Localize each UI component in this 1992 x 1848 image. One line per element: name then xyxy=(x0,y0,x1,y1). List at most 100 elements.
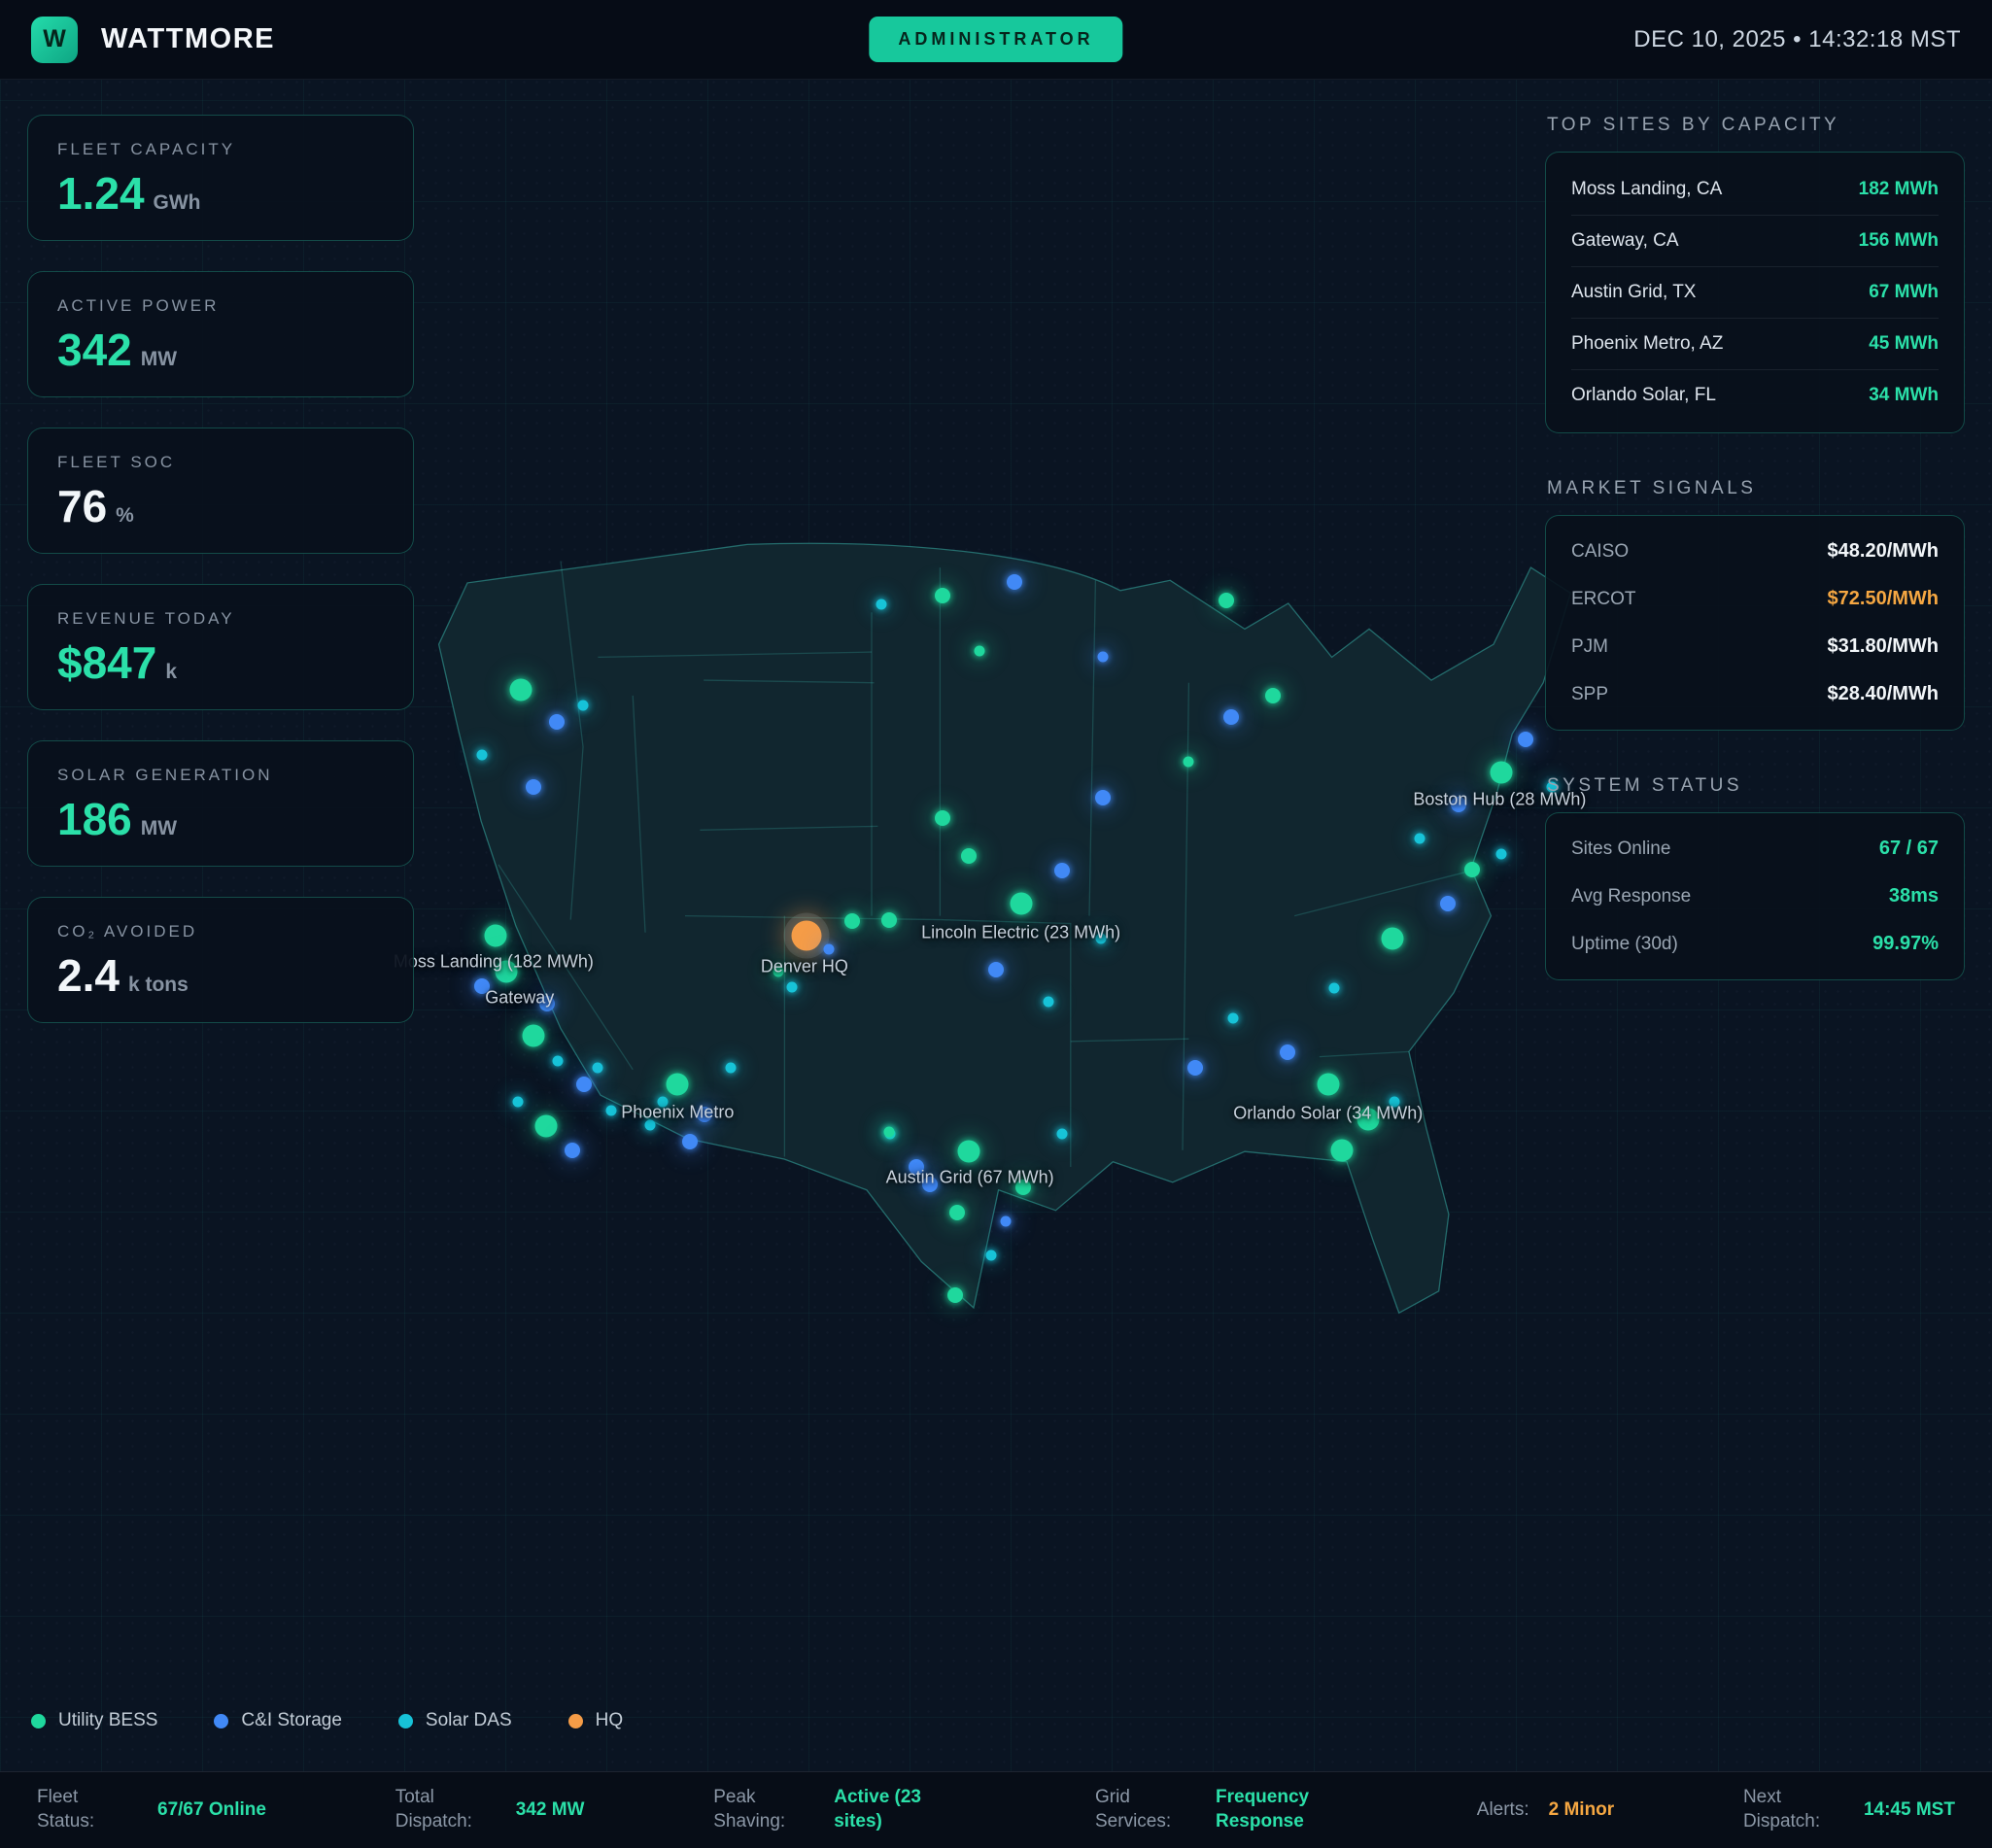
map-site-label-orlando-solar-34-mwh: Orlando Solar (34 MWh) xyxy=(1233,1103,1424,1123)
map-site-dot-solar[interactable] xyxy=(577,700,589,711)
map-site-dot-bess[interactable] xyxy=(1330,1139,1354,1162)
map-site-dot-solar[interactable] xyxy=(1227,1012,1239,1024)
map-site-dot-ci[interactable] xyxy=(1053,862,1070,878)
map-site-dot-ci[interactable] xyxy=(1279,1044,1295,1060)
site-name: Moss Landing, CA xyxy=(1571,179,1723,199)
map-site-dot-ci[interactable] xyxy=(576,1076,593,1092)
map-site-dot-ci[interactable] xyxy=(525,779,541,796)
map-site-dot-bess[interactable] xyxy=(1464,861,1481,877)
map-site-dot-ci[interactable] xyxy=(1007,573,1023,590)
map-site-dot-bess[interactable] xyxy=(534,1114,558,1138)
map-site-dot-ci[interactable] xyxy=(823,943,835,955)
map-legend: Utility BESS C&I Storage Solar DAS HQ xyxy=(31,1710,623,1731)
map-site-dot-bess[interactable] xyxy=(773,966,784,977)
map-site-dot-solar[interactable] xyxy=(605,1105,617,1116)
map-site-dot-solar[interactable] xyxy=(1414,833,1425,844)
stat-card-co-avoided: CO₂ AVOIDED 2.4 k tons xyxy=(27,897,414,1023)
map-site-dot-bess[interactable] xyxy=(1183,756,1194,768)
map-site-dot-ci[interactable] xyxy=(1518,731,1534,747)
stat-label: CO₂ AVOIDED xyxy=(57,922,198,941)
map-site-dot-solar[interactable] xyxy=(725,1062,737,1074)
stat-card-revenue-today: REVENUE TODAY $847 k xyxy=(27,584,414,710)
map-site-dot-bess[interactable] xyxy=(1490,761,1513,784)
map-site-dot-solar[interactable] xyxy=(644,1119,656,1131)
map-site-dot-bess[interactable] xyxy=(484,924,507,947)
map-site-dot-solar[interactable] xyxy=(1095,933,1107,944)
legend-dot-solar-icon xyxy=(397,1713,413,1728)
map-site-dot-ci[interactable] xyxy=(1097,651,1109,663)
map-site-dot-ci[interactable] xyxy=(1095,789,1112,805)
map-site-dot-solar[interactable] xyxy=(876,599,887,610)
map-site-dot-bess[interactable] xyxy=(1317,1073,1340,1096)
map-site-dot-ci[interactable] xyxy=(1451,796,1467,812)
top-site-row-orlando-solar-fl: Orlando Solar, FL 34 MWh xyxy=(1571,369,1939,421)
map-site-dot-solar[interactable] xyxy=(476,749,488,761)
map-site-dot-bess[interactable] xyxy=(666,1073,689,1096)
map-site-dot-solar[interactable] xyxy=(985,1249,997,1261)
map-site-dot-ci[interactable] xyxy=(564,1142,580,1158)
top-site-row-phoenix-metro-az: Phoenix Metro, AZ 45 MWh xyxy=(1571,318,1939,369)
map-site-dot-solar[interactable] xyxy=(1328,982,1340,994)
map-site-dot-solar[interactable] xyxy=(786,981,798,993)
market-name: ERCOT xyxy=(1571,588,1636,609)
map-site-dot-bess[interactable] xyxy=(509,678,532,702)
map-site-dot-ci[interactable] xyxy=(1222,709,1239,726)
top-sites-section: TOP SITES BY CAPACITY Moss Landing, CA 18… xyxy=(1545,115,1965,433)
map-site-dot-bess[interactable] xyxy=(1357,1108,1380,1131)
map-site-dot-solar[interactable] xyxy=(1043,996,1054,1008)
map-site-dot-bess[interactable] xyxy=(880,911,897,928)
map-site-dot-solar[interactable] xyxy=(1056,1128,1068,1140)
map-site-dot-bess[interactable] xyxy=(957,1140,980,1163)
map-site-dot-bess[interactable] xyxy=(495,960,518,983)
top-site-row-moss-landing-ca: Moss Landing, CA 182 MWh xyxy=(1571,164,1939,215)
map-site-dot-solar[interactable] xyxy=(592,1062,603,1074)
map-site-dot-bess[interactable] xyxy=(934,587,950,603)
map-site-dot-ci[interactable] xyxy=(988,962,1004,978)
market-name: SPP xyxy=(1571,683,1609,704)
map-site-dot-bess[interactable] xyxy=(843,912,860,929)
map-site-dot-bess[interactable] xyxy=(1015,1179,1032,1195)
map-site-dot-solar[interactable] xyxy=(1495,848,1507,860)
map-site-dot-hq[interactable] xyxy=(791,920,822,951)
map-site-dot-ci[interactable] xyxy=(682,1133,699,1149)
map-site-dot-bess[interactable] xyxy=(883,1126,895,1138)
system-status-panel: Sites Online 67 / 67 Avg Response 38ms Uptim… xyxy=(1545,812,1965,980)
statusbar-value: 14:45 MST xyxy=(1863,1798,1955,1820)
map-site-dot-bess[interactable] xyxy=(960,847,977,864)
map-site-dot-ci[interactable] xyxy=(697,1107,713,1123)
map-site-dot-ci[interactable] xyxy=(1186,1060,1203,1077)
map-site-dot-solar[interactable] xyxy=(1546,781,1558,793)
map-site-dot-bess[interactable] xyxy=(1218,593,1234,609)
map-site-dot-bess[interactable] xyxy=(949,1204,966,1220)
map-site-dot-bess[interactable] xyxy=(934,809,950,826)
map-site-dot-ci[interactable] xyxy=(909,1159,925,1175)
map-site-dot-solar[interactable] xyxy=(552,1055,564,1067)
legend-item-solar-das[interactable]: Solar DAS xyxy=(397,1710,512,1731)
map-site-dot-bess[interactable] xyxy=(946,1287,963,1304)
stat-unit: % xyxy=(116,504,134,527)
status-value: 99.97% xyxy=(1872,933,1939,954)
map-site-dot-ci[interactable] xyxy=(474,977,491,994)
legend-item-hq[interactable]: HQ xyxy=(567,1710,623,1731)
map-site-dot-solar[interactable] xyxy=(657,1096,669,1108)
legend-label: C&I Storage xyxy=(241,1710,342,1730)
role-badge: ADMINISTRATOR xyxy=(869,17,1123,62)
map-site-dot-ci[interactable] xyxy=(1439,896,1456,912)
legend-item-c-i-storage[interactable]: C&I Storage xyxy=(214,1710,342,1731)
map-site-dot-bess[interactable] xyxy=(1010,892,1033,915)
map-site-dot-ci[interactable] xyxy=(549,714,566,731)
map-site-dot-ci[interactable] xyxy=(538,996,555,1012)
legend-item-utility-bess[interactable]: Utility BESS xyxy=(31,1710,157,1731)
status-bar: Fleet Status: 67/67 Online Total Dispatch:… xyxy=(0,1771,1992,1848)
legend-label: Solar DAS xyxy=(425,1710,512,1730)
map-site-dot-bess[interactable] xyxy=(1265,688,1282,704)
map-site-dot-bess[interactable] xyxy=(974,645,985,657)
map-site-dot-ci[interactable] xyxy=(922,1177,939,1193)
top-site-row-gateway-ca: Gateway, CA 156 MWh xyxy=(1571,215,1939,266)
map-site-dot-bess[interactable] xyxy=(1381,927,1404,950)
map-site-dot-ci[interactable] xyxy=(1000,1215,1012,1227)
map-site-label-moss-landing-182-mwh: Moss Landing (182 MWh) xyxy=(393,951,594,972)
map-site-dot-solar[interactable] xyxy=(1389,1096,1400,1108)
map-site-dot-bess[interactable] xyxy=(522,1024,545,1047)
map-site-dot-solar[interactable] xyxy=(512,1096,524,1108)
